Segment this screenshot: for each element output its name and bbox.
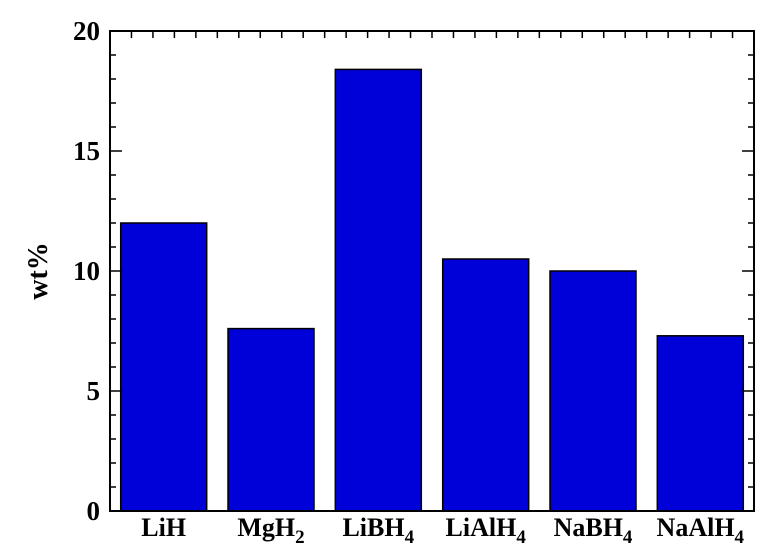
- y-axis-label: wt%: [23, 242, 54, 300]
- y-tick-label: 5: [87, 376, 101, 406]
- plot-frame: [109, 30, 755, 512]
- bar-naalh4: [656, 335, 745, 512]
- x-tick-label: LiH: [141, 513, 186, 542]
- bars-group: [119, 68, 745, 512]
- y-tick-labels: 0 5 10 15 20: [73, 16, 100, 526]
- x-tick-label: NaBH4: [554, 513, 633, 548]
- x-tick-label: LiAlH4: [446, 513, 527, 548]
- y-tick-label: 10: [73, 256, 100, 286]
- x-tick-label: NaAlH4: [657, 513, 745, 548]
- bar-mgh2: [227, 327, 315, 512]
- x-tick-label: LiBH4: [342, 513, 414, 548]
- bar-libh4: [334, 68, 423, 512]
- bar-lih: [119, 222, 208, 512]
- bar-nabh4: [549, 270, 637, 512]
- y-tick-label: 15: [73, 136, 100, 166]
- x-tick-label: MgH2: [237, 513, 304, 548]
- x-category-labels: LiH MgH2 LiBH4 LiAlH4 NaBH4 NaAlH4: [141, 513, 744, 548]
- bar-lialh4: [441, 258, 530, 512]
- y-tick-label: 20: [73, 16, 100, 46]
- y-tick-label: 0: [87, 496, 101, 526]
